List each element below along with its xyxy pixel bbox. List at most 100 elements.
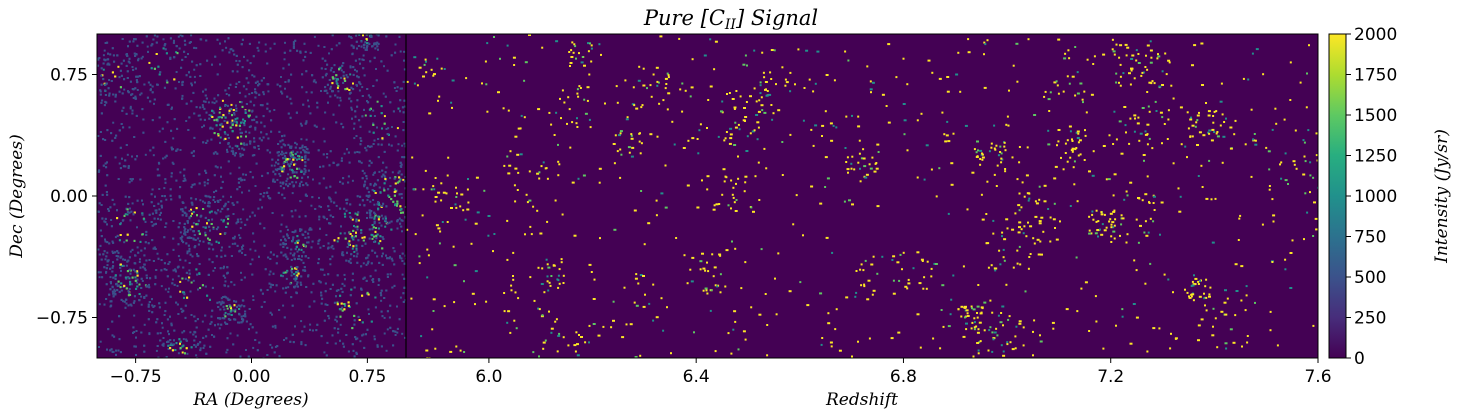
sky-pixel [393,250,396,253]
sky-pixel [282,67,285,70]
sky-pixel [146,96,149,99]
sky-pixel [231,242,234,245]
sky-pixel [153,102,155,105]
sky-pixel [293,273,296,276]
sky-pixel [134,87,137,90]
sky-pixel [202,200,204,203]
sky-pixel [245,143,248,146]
sky-pixel [188,276,191,279]
sky-pixel [125,302,128,305]
sky-pixel [193,46,196,49]
sky-pixel [209,322,212,325]
sky-pixel [226,150,229,153]
sky-pixel [375,227,377,229]
sky-pixel [145,259,148,262]
sky-pixel [231,130,234,133]
sky-pixel [345,209,348,212]
sky-pixel [365,149,368,152]
sky-pixel [392,110,395,113]
sky-pixel [370,320,373,323]
sky-pixel [181,97,184,100]
sky-pixel [99,340,102,343]
sky-pixel [292,41,295,44]
sky-pixel [356,99,359,102]
sky-pixel [186,231,189,233]
sky-pixel [320,206,322,208]
sky-pixel [369,200,372,203]
sky-pixel [144,241,147,244]
sky-pixel [173,118,176,121]
sky-pixel [290,160,293,163]
sky-pixel [226,222,229,225]
sky-pixel [333,301,336,304]
sky-pixel [171,106,173,109]
sky-pixel [296,151,299,154]
sky-pixel [224,40,226,43]
sky-pixel [249,100,252,103]
sky-pixel [208,242,211,245]
sky-pixel [104,42,107,44]
sky-pixel [254,126,257,129]
sky-pixel [159,71,162,74]
sky-pixel [222,114,225,116]
sky-pixel [252,346,255,349]
sky-pixel [126,233,129,236]
sky-pixel [294,325,296,328]
sky-pixel [233,235,236,238]
sky-pixel [296,176,299,179]
sky-pixel [359,62,361,65]
sky-pixel [260,131,263,134]
sky-pixel [316,106,319,109]
sky-pixel [188,269,191,272]
sky-pixel [173,339,175,342]
sky-pixel [399,205,402,208]
sky-pixel [366,100,368,103]
sky-pixel [132,326,135,329]
sky-pixel [241,246,243,249]
sky-pixel [243,122,246,125]
sky-pixel [259,198,262,201]
sky-pixel [400,211,402,214]
sky-pixel [273,42,276,45]
sky-pixel [369,145,371,148]
sky-pixel [266,289,269,291]
sky-pixel [106,241,109,244]
sky-pixel [369,275,372,278]
sky-pixel [150,221,153,223]
sky-pixel [380,214,383,217]
sky-pixel [102,164,105,167]
sky-pixel [363,184,366,187]
sky-pixel [134,158,137,161]
sky-pixel [243,148,246,151]
sky-pixel [104,162,107,165]
sky-pixel [290,248,293,251]
sky-pixel [291,304,294,307]
sky-pixel [226,307,229,310]
sky-pixel [227,137,230,139]
sky-pixel [99,90,102,93]
sky-pixel [175,71,178,73]
sky-pixel [319,246,322,249]
sky-pixel [294,157,297,159]
sky-pixel [361,334,364,337]
sky-pixel [345,74,348,77]
sky-pixel [384,176,387,179]
sky-pixel [374,296,377,299]
sky-pixel [348,92,351,95]
sky-pixel [394,135,397,138]
sky-pixel [269,343,272,346]
sky-pixel [300,171,303,173]
sky-pixel [403,142,406,145]
sky-pixel [352,82,354,85]
sky-pixel [151,311,154,314]
sky-pixel [143,254,146,257]
sky-pixel [191,255,194,258]
sky-pixel [332,216,335,218]
sky-pixel [108,79,111,81]
sky-pixel [282,143,285,146]
sky-pixel [352,238,355,241]
sky-pixel [401,219,404,222]
sky-pixel [253,140,256,143]
sky-pixel [187,244,190,247]
sky-pixel [185,242,188,245]
